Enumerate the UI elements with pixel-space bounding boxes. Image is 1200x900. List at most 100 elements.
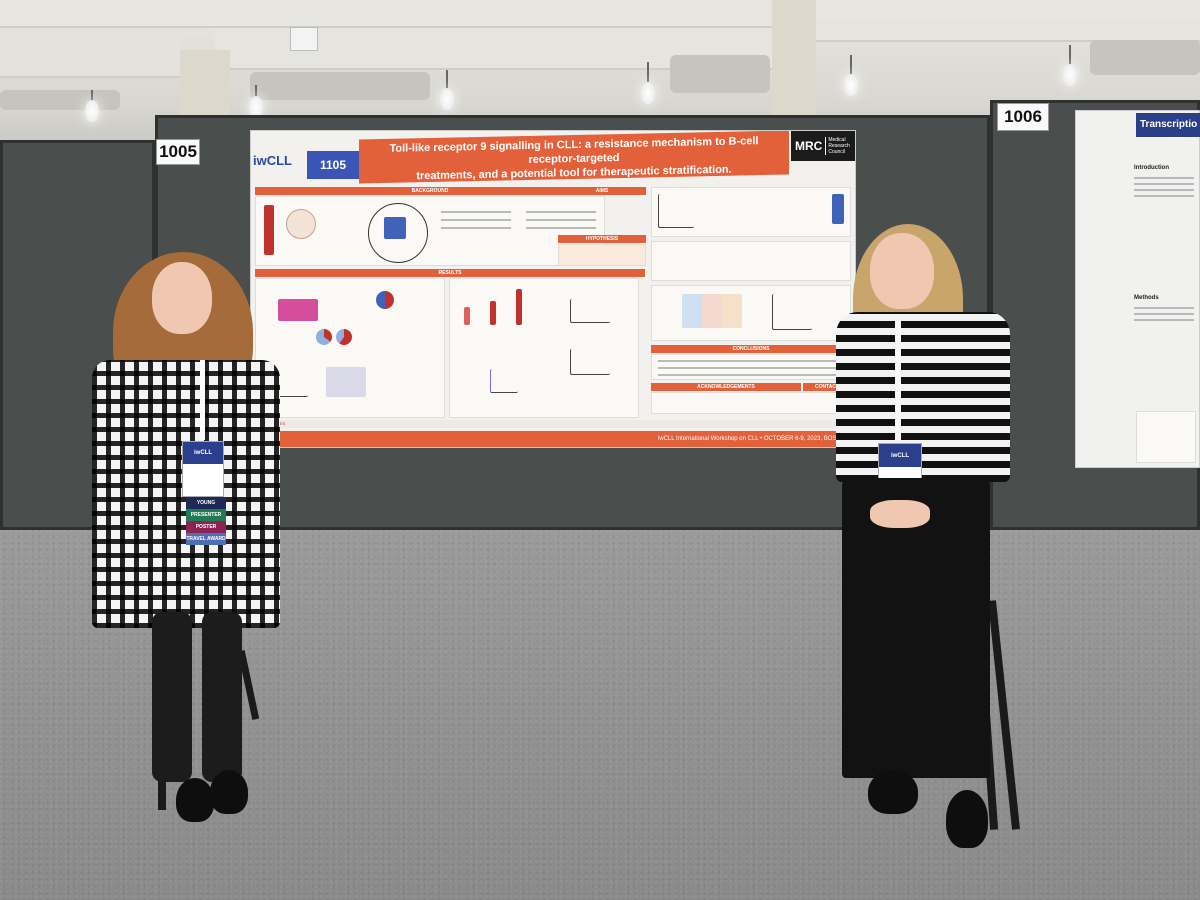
ceiling-beam (815, 20, 1200, 42)
neighbor-poster-title: Transcriptio (1136, 113, 1200, 137)
text-line (1134, 189, 1194, 191)
text-line (441, 211, 511, 213)
shoe (210, 770, 248, 814)
text-line (1134, 319, 1194, 321)
figure-receptor-icon (832, 194, 844, 224)
figure-bar (516, 289, 522, 325)
lamp-cord (647, 62, 649, 84)
hypothesis-panel (558, 244, 646, 266)
figure-pie-chart (376, 291, 394, 309)
right-panel-3 (651, 285, 851, 341)
section-conclusions: CONCLUSIONS (651, 345, 851, 353)
pendant-light (249, 96, 263, 118)
text-line (658, 360, 843, 362)
face (152, 262, 212, 334)
lamp-cord (91, 90, 93, 102)
text-line (526, 227, 596, 229)
figure-blood-vessel (264, 205, 274, 255)
pendant-light (844, 74, 858, 96)
ceiling-beam (0, 28, 180, 78)
black-trousers (842, 478, 990, 778)
mrc-name: Medical Research Council (825, 137, 851, 155)
text-line (1134, 195, 1194, 197)
text-line (441, 227, 511, 229)
lamp-cord (1069, 45, 1071, 67)
mrc-abbr: MRC (795, 139, 823, 153)
text-line (441, 219, 511, 221)
poster-number: 1105 (307, 151, 359, 179)
face (870, 233, 934, 309)
figure-scatter (570, 299, 610, 323)
air-duct (250, 72, 430, 100)
badge-logo: iwCLL (879, 444, 921, 468)
figure-line-chart (490, 369, 518, 393)
research-poster: iwCLL 1105 Toll-like receptor 9 signalli… (250, 130, 856, 448)
figure-scatter (772, 294, 812, 330)
ribbon-travel-award: TRAVEL AWARD (186, 533, 226, 545)
air-duct (670, 55, 770, 93)
mrc-logo: MRC Medical Research Council (791, 131, 855, 161)
ribbon-presenter: PRESENTER (186, 509, 226, 521)
results-panel-1 (255, 278, 445, 418)
ribbon-young-investigator: YOUNG INVESTIGATOR (186, 497, 226, 518)
text-line (658, 374, 843, 376)
text-line (526, 211, 596, 213)
pendant-light (85, 100, 99, 122)
badge-logo: iwCLL (183, 442, 223, 464)
right-panel-1 (651, 187, 851, 237)
iwcll-logo: iwCLL (253, 153, 292, 168)
section-acknowledgements: ACKNOWLEDGEMENTS (651, 383, 801, 391)
shoe (176, 778, 214, 822)
figure-bar-chart-grouped (682, 294, 742, 328)
text-line (658, 367, 843, 369)
poster-title: Toll-like receptor 9 signalling in CLL: … (359, 131, 789, 184)
figure-signalling-diagram (368, 203, 428, 263)
lanyard (200, 360, 205, 440)
background-panel (255, 196, 605, 266)
text-line (1134, 313, 1194, 315)
acknowledgements-panel (651, 392, 851, 414)
ribbon-poster-presenter: POSTER PRESENTER (186, 521, 226, 542)
lamp-cord (850, 55, 852, 77)
pendant-light (641, 82, 655, 104)
leg (202, 612, 242, 782)
pendant-light (440, 88, 454, 110)
figure-scatter (570, 349, 610, 375)
right-panel-2 (651, 241, 851, 281)
conclusions-panel (651, 354, 851, 380)
figure-receptor (384, 217, 406, 239)
section-hypothesis: HYPOTHESIS (558, 235, 646, 243)
neighbor-poster: Transcriptio Introduction Methods (1075, 110, 1200, 468)
figure-heatmap (326, 367, 366, 397)
poster-header: iwCLL 1105 Toll-like receptor 9 signalli… (251, 131, 855, 184)
poster-footer: iwCLL International Workshop on CLL • OC… (251, 431, 855, 447)
striped-sweater (836, 312, 1010, 482)
shoe (868, 770, 918, 814)
security-camera-icon (290, 27, 318, 51)
section-results: RESULTS (255, 269, 645, 277)
figure-chart (278, 299, 318, 321)
ceiling (0, 0, 1200, 150)
lamp-cord (255, 85, 257, 97)
clasped-hands (870, 500, 930, 528)
pillar (772, 0, 816, 115)
neighbor-poster-methods: Methods (1134, 295, 1159, 301)
neighbor-poster-introduction: Introduction (1134, 165, 1169, 171)
section-aims: AIMS (558, 187, 646, 195)
booth-number-1005: 1005 (156, 139, 200, 165)
references-strip: REFERENCES (255, 420, 853, 428)
leg (152, 612, 192, 782)
neighbor-poster-panel (1136, 411, 1196, 463)
figure-correlation (658, 194, 694, 228)
air-duct (1090, 40, 1200, 75)
text-line (1134, 183, 1194, 185)
shoe (946, 790, 988, 848)
figure-cell (286, 209, 316, 239)
lanyard (895, 320, 901, 440)
section-background: BACKGROUND (255, 187, 605, 195)
figure-bar (464, 307, 470, 325)
figure-pie-chart (316, 329, 332, 345)
air-duct (0, 90, 120, 110)
text-line (1134, 307, 1194, 309)
lamp-cord (446, 70, 448, 90)
